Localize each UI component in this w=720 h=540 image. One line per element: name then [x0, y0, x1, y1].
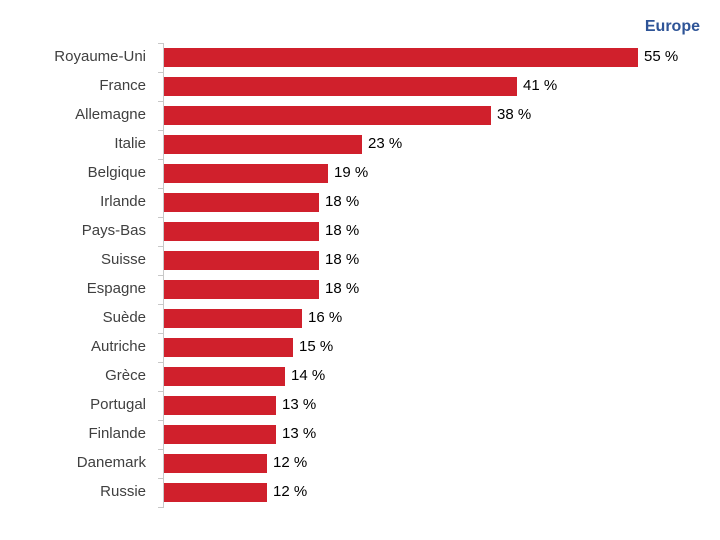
value-label: 18 %: [325, 222, 360, 239]
axis-tick: [158, 246, 163, 247]
axis-tick: [158, 304, 163, 305]
category-label: Allemagne: [75, 106, 146, 123]
category-label: Espagne: [86, 280, 146, 297]
value-label: 16 %: [308, 309, 343, 326]
category-label: France: [99, 77, 146, 94]
bar-row: France 41 %: [0, 72, 720, 101]
category-label: Portugal: [90, 396, 146, 413]
value-label: 19 %: [334, 164, 369, 181]
bar-row: Suède 16 %: [0, 304, 720, 333]
value-label: 13 %: [282, 425, 317, 442]
category-label: Italie: [114, 135, 146, 152]
axis-tick: [158, 391, 163, 392]
value-label: 18 %: [325, 280, 360, 297]
axis-tick: [158, 362, 163, 363]
bar-row: Espagne 18 %: [0, 275, 720, 304]
axis-tick: [158, 217, 163, 218]
axis-tick: [158, 159, 163, 160]
bar: [164, 454, 267, 473]
bar: [164, 164, 328, 183]
value-label: 15 %: [299, 338, 334, 355]
value-label: 41 %: [523, 77, 558, 94]
value-label: 55 %: [644, 48, 679, 65]
axis-tick: [158, 188, 163, 189]
value-label: 38 %: [497, 106, 532, 123]
chart-title: Europe: [644, 18, 700, 35]
category-label: Royaume-Uni: [54, 48, 146, 65]
category-label: Suisse: [100, 251, 146, 268]
bar-row: Royaume-Uni 55 %: [0, 43, 720, 72]
category-label: Suède: [102, 309, 146, 326]
axis-tick: [158, 449, 163, 450]
bar-row: Allemagne 38 %: [0, 101, 720, 130]
axis-tick: [158, 333, 163, 334]
category-label: Russie: [100, 483, 146, 500]
bar-row: Finlande 13 %: [0, 420, 720, 449]
bar: [164, 222, 319, 241]
axis-tick: [158, 130, 163, 131]
category-axis: [163, 43, 164, 508]
value-label: 12 %: [273, 454, 308, 471]
category-label: Autriche: [90, 338, 146, 355]
bar: [164, 396, 276, 415]
bar-row: Grèce 14 %: [0, 362, 720, 391]
bar-row: Belgique 19 %: [0, 159, 720, 188]
value-label: 14 %: [291, 367, 326, 384]
bar: [164, 367, 285, 386]
bar: [164, 425, 276, 444]
category-label: Irlande: [100, 193, 146, 210]
bar: [164, 251, 319, 270]
bar-row: Pays-Bas 18 %: [0, 217, 720, 246]
bar: [164, 309, 302, 328]
axis-tick: [158, 72, 163, 73]
bar-row: Suisse 18 %: [0, 246, 720, 275]
bar: [164, 280, 319, 299]
bar: [164, 135, 362, 154]
axis-tick: [158, 420, 163, 421]
axis-tick: [158, 275, 163, 276]
category-label: Grèce: [105, 367, 146, 384]
bar-row: Autriche 15 %: [0, 333, 720, 362]
category-label: Pays-Bas: [81, 222, 146, 239]
axis-tick: [158, 478, 163, 479]
bar-row: Russie 12 %: [0, 478, 720, 507]
axis-tick: [158, 43, 163, 44]
bar: [164, 483, 267, 502]
bar: [164, 106, 491, 125]
value-label: 18 %: [325, 251, 360, 268]
bar: [164, 48, 638, 67]
category-label: Finlande: [88, 425, 146, 442]
category-label: Belgique: [87, 164, 146, 181]
value-label: 18 %: [325, 193, 360, 210]
value-label: 12 %: [273, 483, 308, 500]
axis-tick: [158, 101, 163, 102]
axis-tick: [158, 507, 163, 508]
bar: [164, 193, 319, 212]
category-label: Danemark: [76, 454, 146, 471]
bar-row: Irlande 18 %: [0, 188, 720, 217]
bar-row: Italie 23 %: [0, 130, 720, 159]
value-label: 13 %: [282, 396, 317, 413]
bar-row: Portugal 13 %: [0, 391, 720, 420]
value-label: 23 %: [368, 135, 403, 152]
bar: [164, 338, 293, 357]
bar: [164, 77, 517, 96]
bar-row: Danemark 12 %: [0, 449, 720, 478]
